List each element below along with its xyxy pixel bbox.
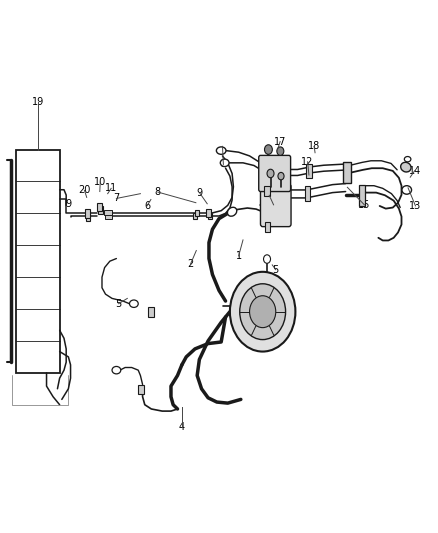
Bar (138, 384, 144, 394)
Circle shape (267, 169, 274, 177)
Text: 3: 3 (220, 159, 226, 169)
Bar (97, 203, 102, 211)
Circle shape (230, 272, 295, 352)
Bar (343, 161, 351, 183)
Text: 6: 6 (144, 201, 150, 211)
Circle shape (278, 172, 284, 180)
Bar (305, 185, 310, 200)
Circle shape (264, 255, 271, 263)
Bar (195, 209, 199, 216)
Circle shape (265, 145, 272, 155)
Text: 15: 15 (358, 200, 371, 210)
Bar (359, 184, 365, 206)
Text: 13: 13 (410, 201, 422, 211)
Ellipse shape (402, 185, 412, 194)
Ellipse shape (401, 163, 411, 172)
Text: 9: 9 (65, 199, 71, 209)
Bar (206, 209, 211, 216)
Text: 9: 9 (197, 188, 203, 198)
Bar (16, 150, 60, 373)
Circle shape (250, 296, 276, 328)
Bar (86, 211, 90, 221)
Circle shape (277, 147, 284, 156)
Ellipse shape (130, 300, 138, 308)
Bar (264, 186, 270, 196)
FancyBboxPatch shape (259, 156, 290, 191)
FancyBboxPatch shape (261, 184, 291, 227)
Bar (104, 209, 113, 215)
Bar (85, 208, 90, 218)
Text: 1: 1 (236, 251, 242, 261)
Ellipse shape (404, 157, 411, 162)
Bar (148, 308, 154, 317)
Text: 8: 8 (155, 187, 161, 197)
Text: 5: 5 (272, 265, 279, 274)
Text: 5: 5 (116, 298, 122, 309)
Text: 12: 12 (301, 157, 314, 167)
Ellipse shape (227, 207, 237, 216)
Bar (193, 213, 197, 219)
Bar (105, 212, 113, 219)
Bar (208, 213, 212, 219)
Text: 10: 10 (94, 177, 106, 187)
Bar (265, 222, 270, 232)
Text: 11: 11 (105, 183, 117, 193)
Text: 2: 2 (187, 259, 194, 269)
Ellipse shape (112, 367, 121, 374)
Ellipse shape (220, 159, 229, 166)
Text: 20: 20 (78, 185, 91, 196)
Ellipse shape (216, 147, 226, 155)
Bar (98, 206, 103, 214)
Text: 18: 18 (308, 141, 320, 151)
Bar (306, 164, 312, 178)
Text: 7: 7 (113, 193, 120, 204)
Text: 16: 16 (268, 200, 280, 210)
Text: 19: 19 (32, 96, 44, 107)
Text: 17: 17 (274, 136, 286, 147)
Text: 4: 4 (179, 422, 185, 432)
Text: 14: 14 (409, 166, 421, 176)
Circle shape (240, 284, 286, 340)
